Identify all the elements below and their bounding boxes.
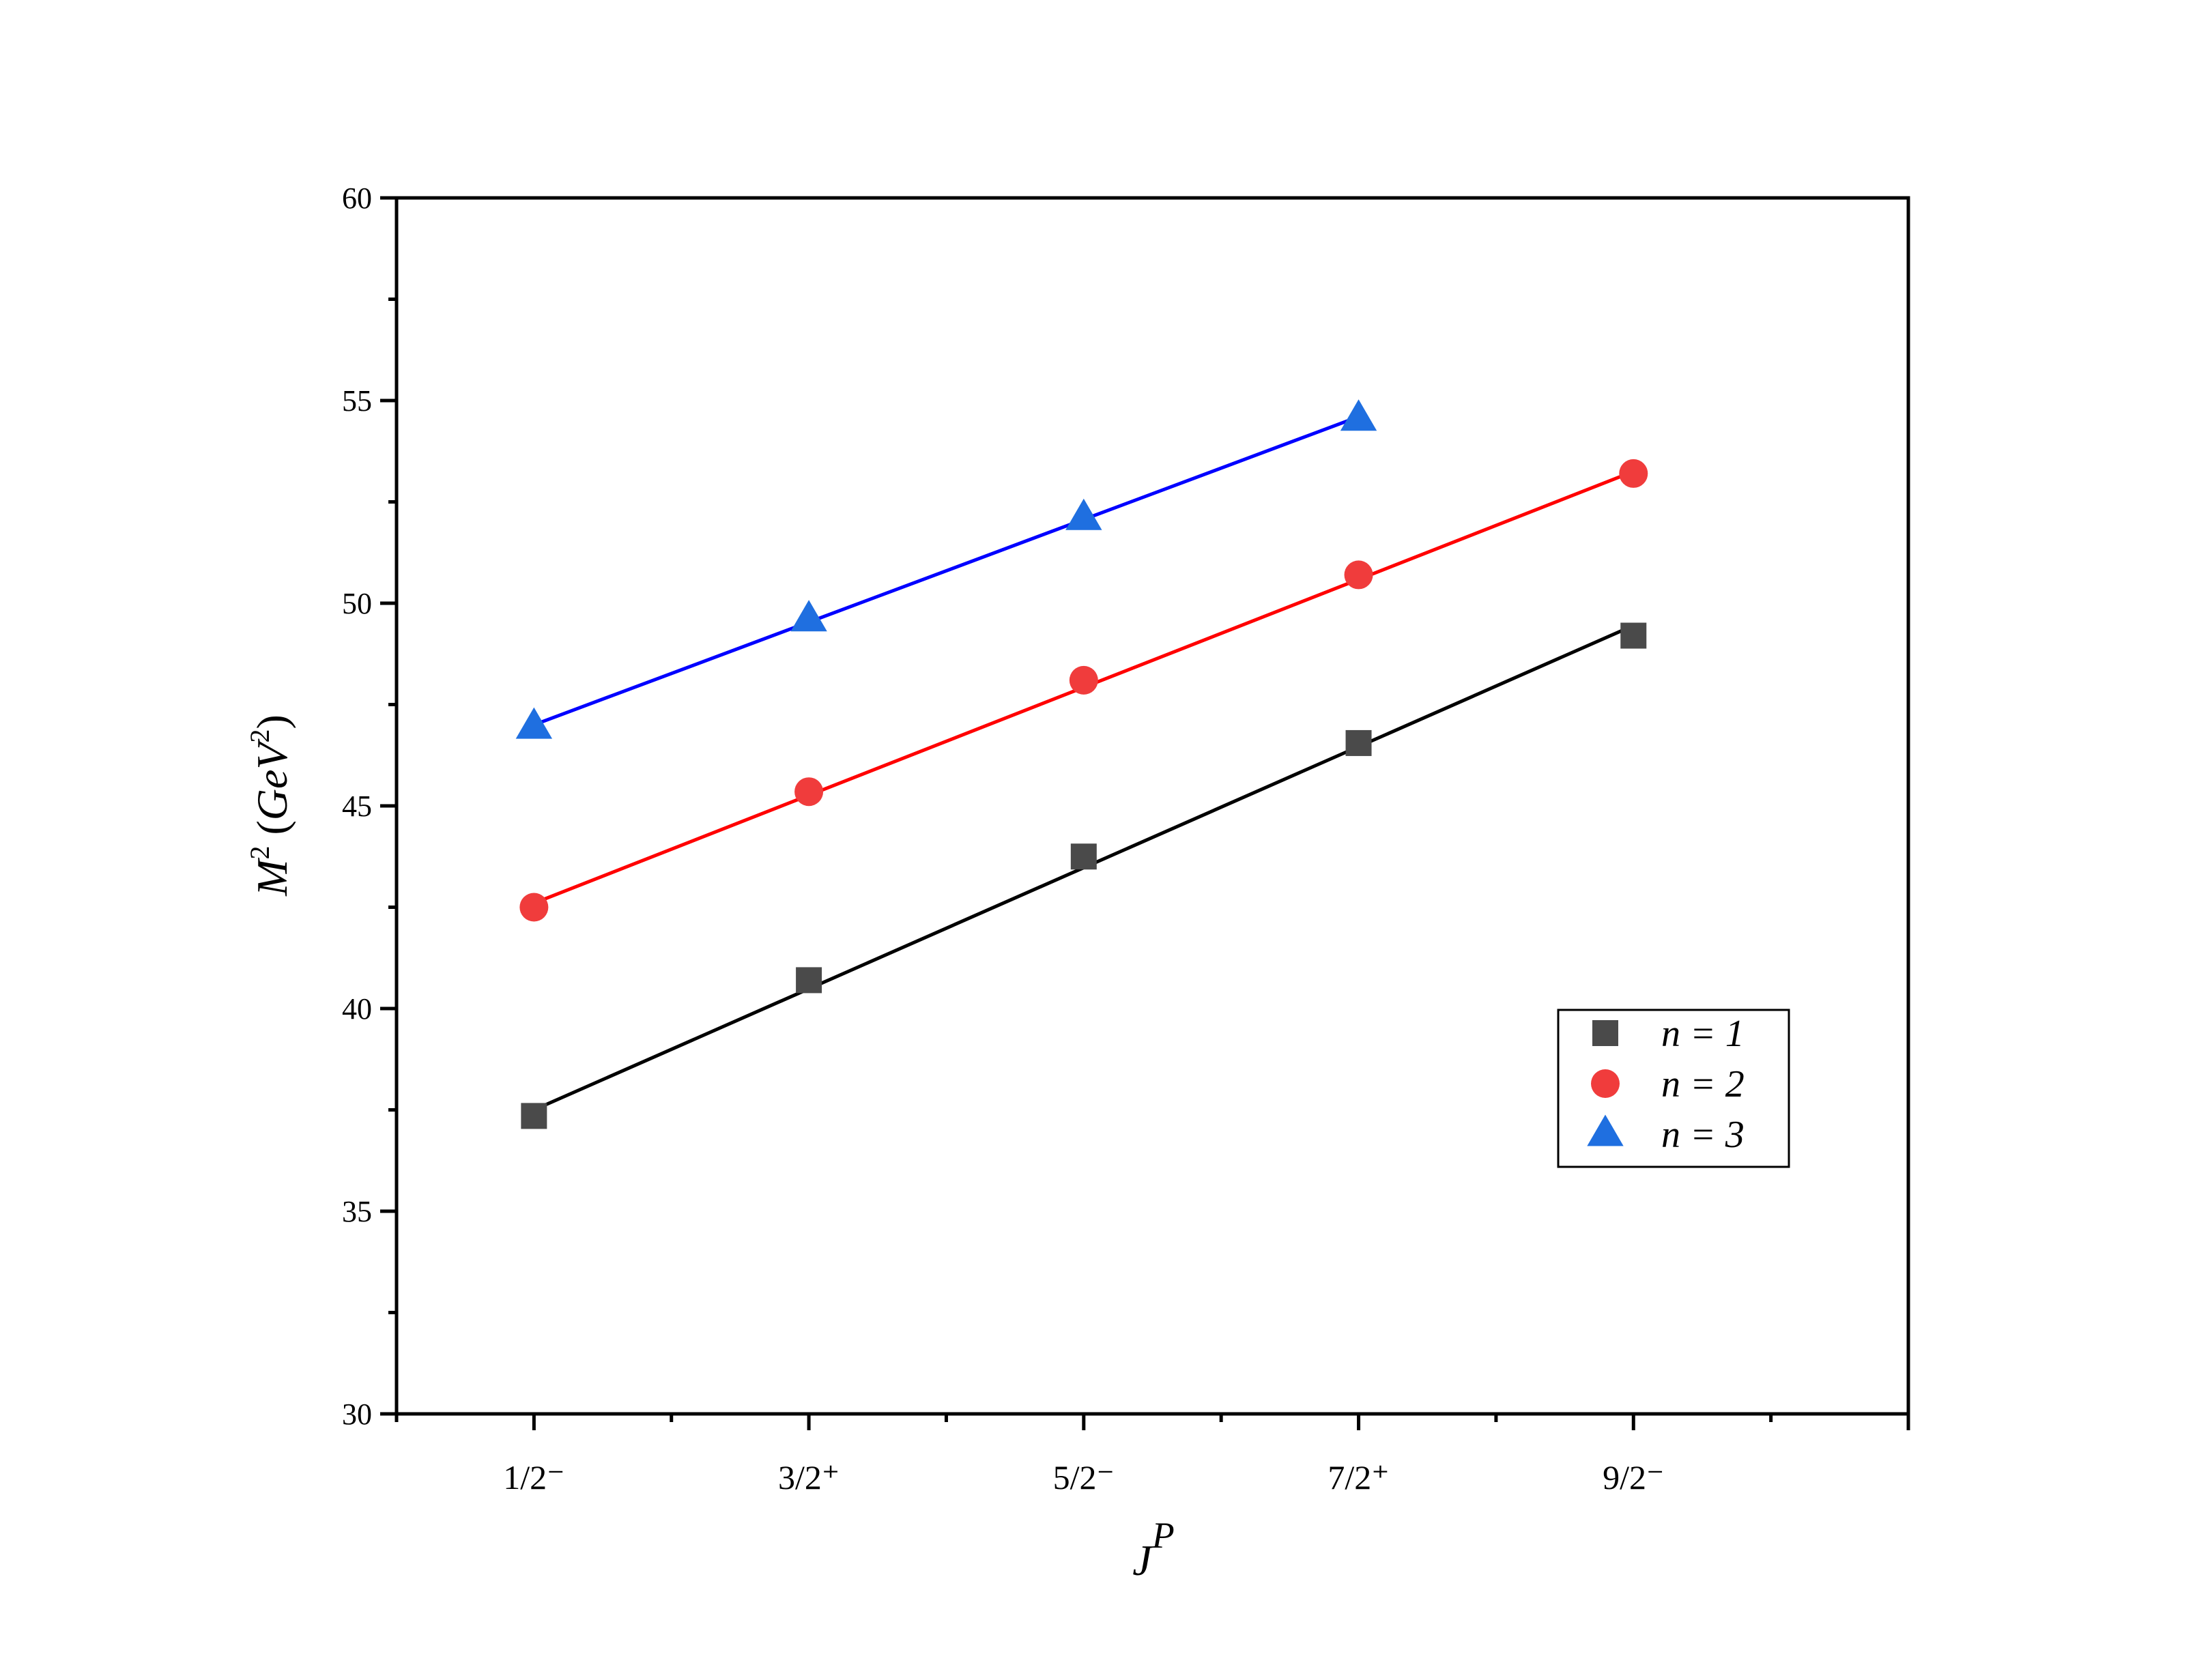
legend-marker-2 — [1591, 1069, 1620, 1098]
y-tick-label: 50 — [342, 587, 372, 620]
x-tick-label: 3/2⁺ — [778, 1458, 840, 1496]
legend: n = 1 n = 2 n = 3 — [1557, 1009, 1790, 1168]
fit-line-series-3 — [533, 415, 1360, 727]
data-point-series-1 — [796, 967, 822, 994]
y-tick-label: 55 — [342, 384, 372, 418]
legend-label: n = 3 — [1661, 1114, 1745, 1156]
data-point-series-1 — [521, 1103, 547, 1129]
y-tick-label: 35 — [342, 1195, 372, 1228]
legend-label: n = 1 — [1661, 1013, 1745, 1055]
legend-marker-1 — [1592, 1020, 1618, 1046]
plot-frame — [394, 196, 1910, 1416]
y-tick-label: 45 — [342, 790, 372, 823]
y-tick-label: 40 — [342, 992, 372, 1026]
data-point-series-3 — [1340, 399, 1377, 431]
axis-ticks — [380, 196, 1910, 1430]
data-point-series-1 — [1070, 843, 1097, 870]
data-point-series-2 — [794, 777, 824, 807]
data-point-series-2 — [1069, 665, 1098, 695]
x-tick-labels: 1/2⁻ 3/2⁺ 5/2⁻ 7/2⁺ 9/2⁻ — [503, 1458, 1664, 1496]
y-tick-label: 60 — [342, 182, 372, 215]
x-tick-label: 7/2⁺ — [1328, 1458, 1389, 1496]
x-axis-title: JP — [1132, 1515, 1174, 1584]
x-tick-label: 5/2⁻ — [1053, 1458, 1115, 1496]
data-point-series-3 — [515, 707, 553, 739]
data-point-series-1 — [1620, 622, 1647, 649]
x-tick-label: 1/2⁻ — [503, 1458, 564, 1496]
data-point-series-2 — [1619, 459, 1648, 488]
data-point-series-2 — [1344, 560, 1373, 590]
data-point-series-2 — [519, 893, 549, 922]
y-tick-label: 30 — [342, 1397, 372, 1431]
y-axis-title: M2 (GeV2) — [244, 714, 296, 897]
x-tick-label: 9/2⁻ — [1603, 1458, 1664, 1496]
data-markers — [515, 399, 1648, 1129]
data-point-series-3 — [790, 600, 827, 632]
legend-label: n = 2 — [1661, 1063, 1745, 1105]
legend-marker-3 — [1587, 1114, 1624, 1146]
y-tick-labels: 30 35 40 45 50 55 60 — [342, 182, 372, 1431]
data-point-series-1 — [1345, 729, 1372, 756]
data-point-series-3 — [1065, 498, 1102, 530]
